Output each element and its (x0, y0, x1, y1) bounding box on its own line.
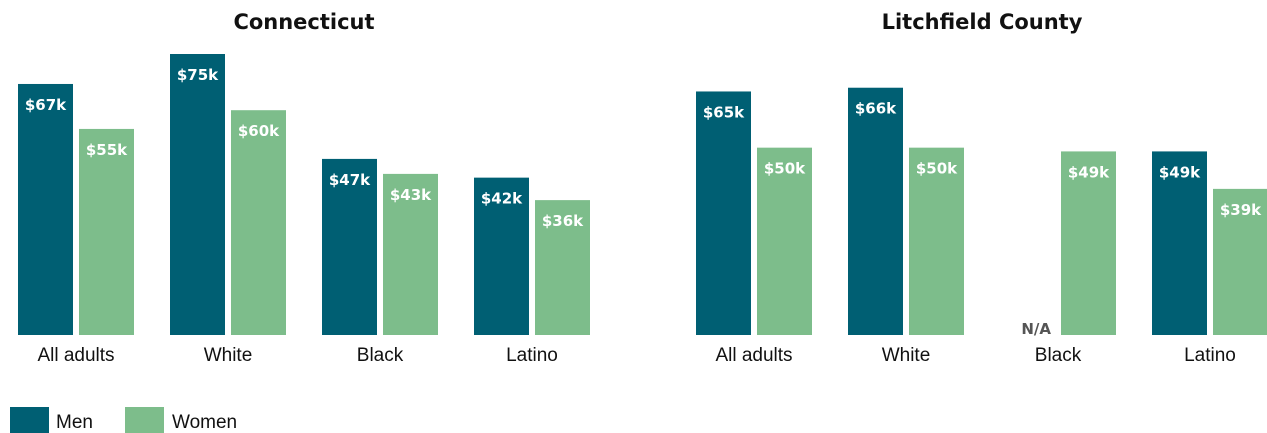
category-label-white: White (882, 345, 931, 366)
chart-panel-litchfield-county: Litchfield County $65k $50k All adults $66k $… (696, 10, 1267, 366)
data-label: $50k (916, 160, 958, 178)
data-label: $65k (703, 103, 745, 121)
bar-men-latino (474, 177, 529, 335)
data-label: $60k (238, 122, 280, 140)
bar-men-all-adults (18, 83, 73, 336)
bar-women-black (383, 173, 438, 335)
category-label-black: Black (1035, 345, 1082, 366)
data-label: $50k (764, 160, 806, 178)
chart-title: Litchfield County (882, 10, 1083, 34)
data-label: $43k (390, 186, 432, 204)
bar-men-all-adults (696, 91, 751, 335)
bar-women-white (909, 147, 964, 335)
data-label: $49k (1068, 163, 1110, 181)
bar-women-black (1061, 151, 1116, 335)
na-label: N/A (1021, 320, 1051, 338)
bar-women-all-adults (757, 147, 812, 335)
bar-women-all-adults (79, 128, 134, 335)
bar-men-white (848, 87, 903, 335)
legend-swatch (10, 407, 49, 433)
data-label: $47k (329, 171, 371, 189)
bar-women-latino (535, 200, 590, 335)
data-label: $55k (86, 141, 128, 159)
data-label: $42k (481, 190, 523, 208)
chart-panels: Connecticut $67k $55k All adults $75k $60k Whi… (18, 10, 1267, 366)
data-label: $49k (1159, 163, 1201, 181)
legend-label: Men (56, 412, 93, 433)
bar-men-latino (1152, 151, 1207, 335)
bar-women-white (231, 110, 286, 335)
bar-men-white (170, 54, 225, 335)
category-label-white: White (204, 345, 253, 366)
bar-men-black (322, 158, 377, 335)
legend-swatch (125, 407, 164, 433)
chart-panel-connecticut: Connecticut $67k $55k All adults $75k $60k Whi… (18, 10, 590, 366)
data-label: $67k (25, 96, 67, 114)
category-label-all-adults: All adults (715, 345, 792, 366)
category-label-latino: Latino (1184, 345, 1236, 366)
category-label-all-adults: All adults (37, 345, 114, 366)
category-label-black: Black (357, 345, 404, 366)
data-label: $66k (855, 100, 897, 118)
chart-title: Connecticut (233, 10, 374, 34)
legend-item-men: Men (10, 407, 93, 433)
legend: Men Women (10, 407, 237, 433)
bar-women-latino (1213, 188, 1267, 335)
data-label: $36k (542, 212, 584, 230)
data-label: $75k (177, 66, 219, 84)
data-label: $39k (1220, 201, 1262, 219)
legend-item-women: Women (125, 407, 237, 433)
legend-label: Women (172, 412, 237, 433)
category-label-latino: Latino (506, 345, 558, 366)
